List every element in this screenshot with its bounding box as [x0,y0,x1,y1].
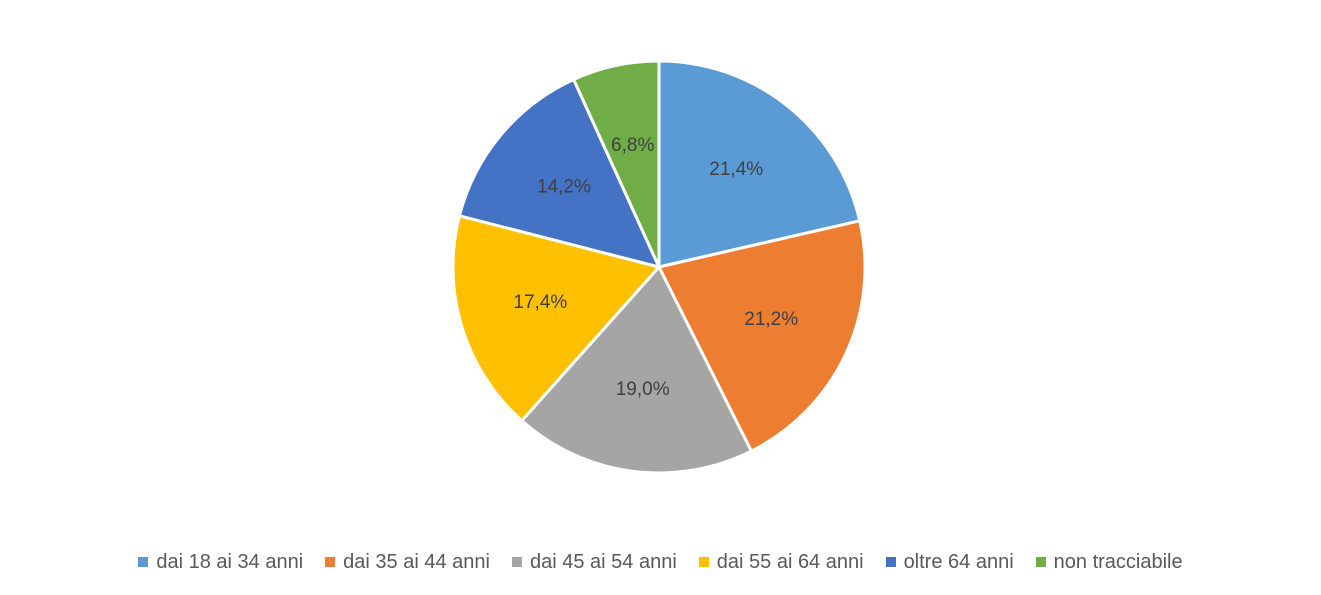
legend-swatch-1 [138,557,149,567]
pie-slice-5 [457,78,661,269]
pie-slice-6 [572,59,661,269]
data-label-4: 17,4% [513,292,567,313]
legend-label-3: dai 45 ai 54 anni [529,550,677,573]
data-label-1: 21,4% [709,159,763,180]
legend-label-1: dai 18 ai 34 anni [156,550,304,573]
legend-swatch-3 [511,557,522,567]
legend-item-4: dai 55 ai 64 anni [698,550,864,574]
data-label-6: 6,8% [611,135,654,156]
pie-slice-1 [657,59,862,269]
legend-label-2: dai 35 ai 44 anni [343,550,490,573]
legend-item-6: non tracciabile [1035,550,1183,574]
legend-item-3: dai 45 ai 54 anni [511,550,677,574]
legend-swatch-6 [1035,557,1046,567]
legend: dai 18 ai 34 anni dai 35 ai 44 anni dai 45… [0,548,1321,576]
data-label-5: 14,2% [537,176,591,197]
legend-label-4: dai 55 ai 64 anni [716,550,864,573]
pie-slice-4 [451,214,661,423]
pie-slice-2 [657,219,867,453]
pie-chart: 21,4% 21,2% 19,0% 17,4% 14,2% 6,8% [451,59,867,475]
legend-label-5: oltre 64 anni [903,550,1014,573]
legend-swatch-4 [698,557,709,567]
legend-item-1: dai 18 ai 34 anni [138,551,303,574]
legend-swatch-5 [885,557,896,567]
legend-item-5: oltre 64 anni [885,550,1014,574]
data-label-2: 21,2% [744,309,798,330]
legend-label-6: non tracciabile [1053,550,1183,573]
data-label-3: 19,0% [616,379,670,400]
pie-slice-3 [520,265,753,475]
legend-item-2: dai 35 ai 44 anni [325,551,490,574]
legend-swatch-2 [325,557,336,567]
